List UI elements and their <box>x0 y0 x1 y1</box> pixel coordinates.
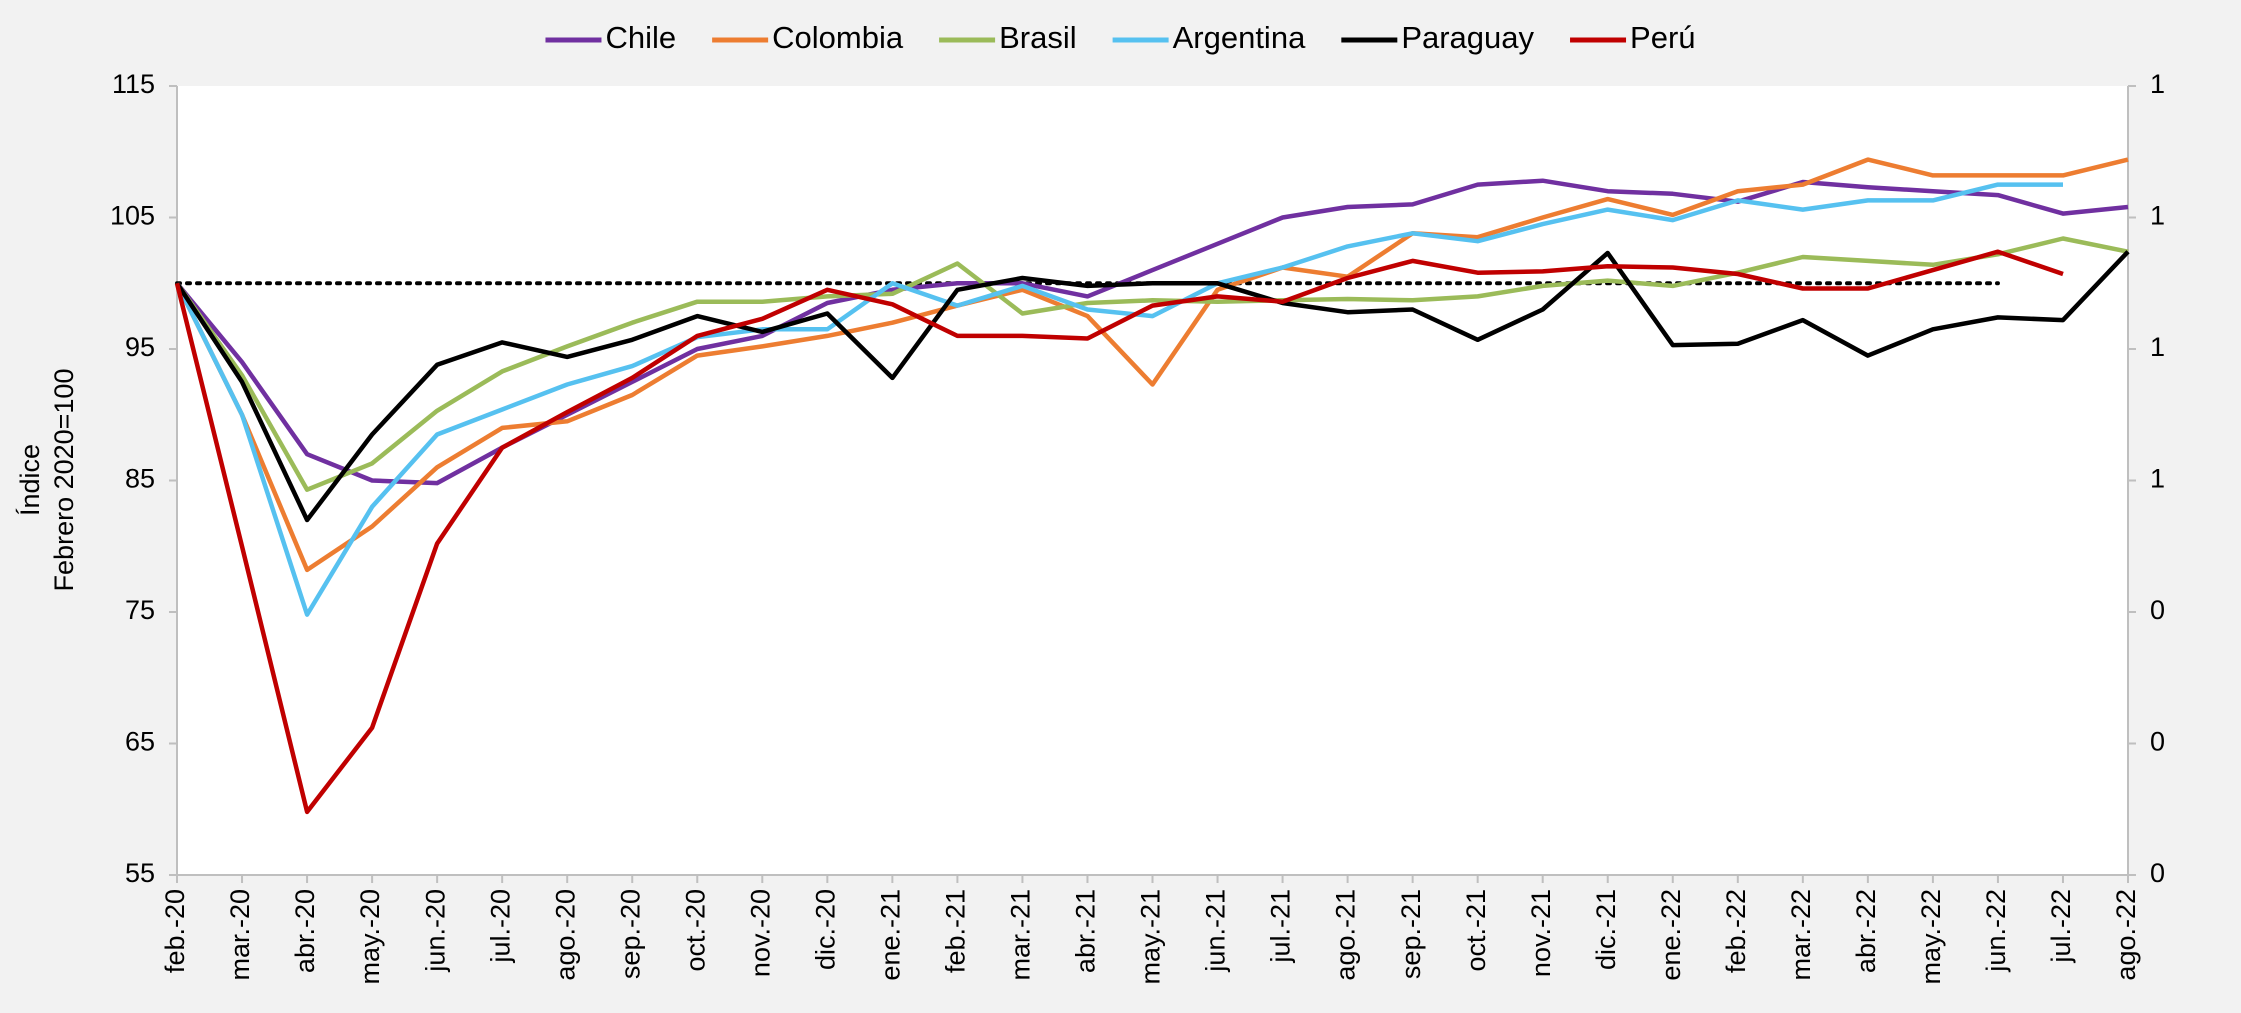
x-tick-label: may.-21 <box>1136 889 1166 985</box>
y-axis-title-line: Febrero 2020=100 <box>49 369 79 592</box>
y2-tick-label: 1 <box>2150 201 2165 231</box>
y-tick-label: 85 <box>125 464 155 494</box>
y-axis-title: Índice Febrero 2020=100 <box>15 369 79 592</box>
x-tick-label: sep.-20 <box>615 889 645 979</box>
x-tick-label: dic.-20 <box>810 889 840 970</box>
y2-tick-label: 0 <box>2150 727 2165 757</box>
x-tick-label: jul.-20 <box>485 889 515 964</box>
legend-label: Brasil <box>999 20 1077 55</box>
y-tick-label: 75 <box>125 595 155 625</box>
y2-tick-label: 1 <box>2150 332 2165 362</box>
legend-label: Argentina <box>1173 20 1306 55</box>
y2-tick-label: 0 <box>2150 858 2165 888</box>
y2-tick-label: 1 <box>2150 69 2165 99</box>
y-tick-label: 95 <box>125 332 155 362</box>
series-line <box>175 236 2129 492</box>
plot-area <box>177 86 2128 875</box>
y-tick-label: 65 <box>125 727 155 757</box>
x-tick-label: ago.-21 <box>1331 889 1361 981</box>
y-tick-label: 115 <box>112 69 155 99</box>
x-tick-label: ene.-21 <box>875 889 905 981</box>
legend-label: Perú <box>1630 20 1695 55</box>
x-tick-label: oct.-21 <box>1461 889 1491 972</box>
x-tick-label: jul.-21 <box>1266 889 1296 964</box>
x-tick-label: abr.-22 <box>1851 889 1881 973</box>
x-tick-label: mar.-21 <box>1006 889 1036 981</box>
series-line <box>175 250 2130 523</box>
x-tick-label: jun.-20 <box>420 889 450 973</box>
x-tick-label: abr.-21 <box>1071 889 1101 973</box>
x-tick-label: may.-20 <box>355 889 385 985</box>
legend-label: Chile <box>605 20 676 55</box>
x-tick-label: may.-22 <box>1916 889 1946 985</box>
x-tick-label: jul.-22 <box>2046 889 2076 964</box>
legend: Chile Colombia Brasil Argentina Paraguay Perú <box>545 20 1696 55</box>
x-tick-label: ago.-22 <box>2111 889 2141 981</box>
x-tick-label: sep.-21 <box>1396 889 1426 979</box>
legend-label: Colombia <box>772 20 904 55</box>
series-line <box>174 249 2064 815</box>
y-tick-label: 105 <box>110 201 155 231</box>
x-tick-label: dic.-21 <box>1591 889 1621 970</box>
x-tick-label: nov.-20 <box>745 889 775 977</box>
y2-tick-label: 0 <box>2150 595 2165 625</box>
x-tick-label: jun.-21 <box>1201 889 1231 973</box>
x-tick-label: jun.-22 <box>1981 889 2011 973</box>
x-tick-label: ago.-20 <box>550 889 580 981</box>
y-tick-label: 55 <box>125 858 155 888</box>
x-tick-label: mar.-22 <box>1786 889 1816 981</box>
series-line <box>174 157 2129 573</box>
y2-tick-label: 1 <box>2150 464 2165 494</box>
x-tick-label: feb.-22 <box>1721 889 1751 973</box>
legend-label: Paraguay <box>1401 20 1534 55</box>
x-tick-label: ene.-22 <box>1656 889 1686 981</box>
x-tick-label: feb.-21 <box>941 889 971 973</box>
x-tick-label: nov.-21 <box>1526 889 1556 977</box>
x-tick-label: abr.-20 <box>290 889 320 973</box>
y-axis-title-line: Índice <box>15 444 45 516</box>
x-tick-label: oct.-20 <box>680 889 710 972</box>
x-tick-label: mar.-20 <box>225 889 255 981</box>
series-line <box>174 182 2063 617</box>
x-tick-label: feb.-20 <box>160 889 190 973</box>
